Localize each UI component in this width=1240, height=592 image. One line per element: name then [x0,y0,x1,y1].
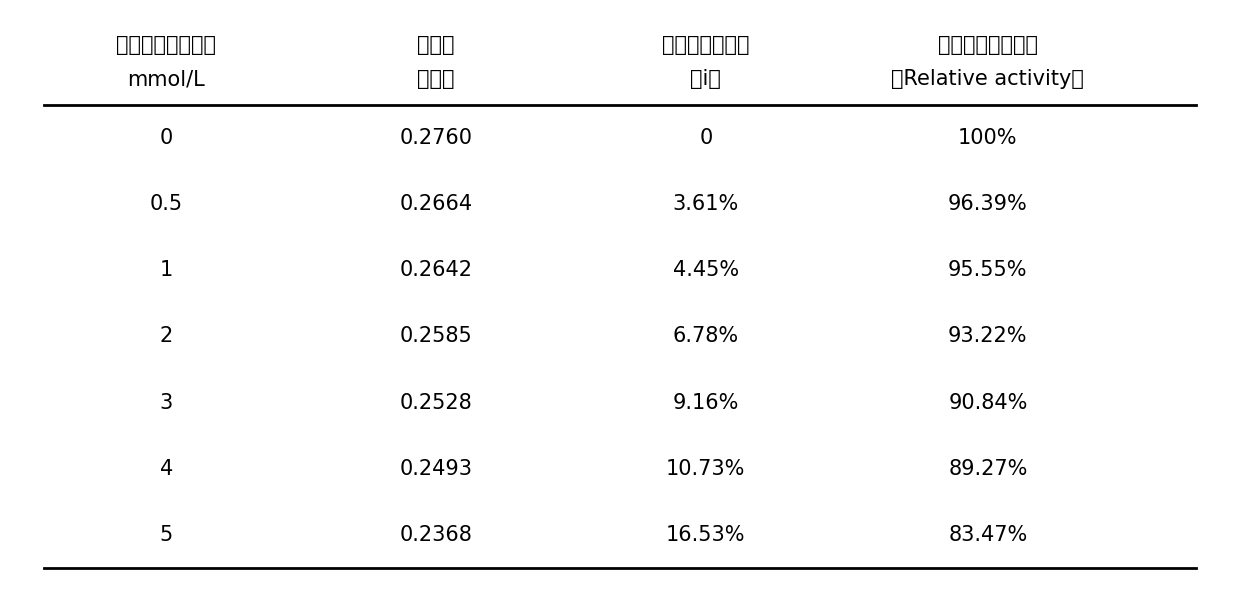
Text: 平均值: 平均值 [418,69,455,89]
Text: 胰蛋白酶抑制率: 胰蛋白酶抑制率 [662,34,749,54]
Text: 4.45%: 4.45% [673,260,739,281]
Text: 4: 4 [160,459,172,478]
Text: 16.53%: 16.53% [666,525,745,545]
Text: 0.2368: 0.2368 [399,525,472,545]
Text: mmol/L: mmol/L [128,69,205,89]
Text: 93.22%: 93.22% [949,326,1028,346]
Text: 0.2642: 0.2642 [399,260,472,281]
Text: 96.39%: 96.39% [947,194,1028,214]
Text: 2: 2 [160,326,172,346]
Text: 100%: 100% [959,128,1018,148]
Text: （Relative activity）: （Relative activity） [892,69,1084,89]
Text: 0.2528: 0.2528 [399,392,472,413]
Text: 83.47%: 83.47% [949,525,1028,545]
Text: 银纳米粒子的浓度: 银纳米粒子的浓度 [117,34,216,54]
Text: 1: 1 [160,260,172,281]
Text: 0: 0 [160,128,172,148]
Text: 吸光度: 吸光度 [418,34,455,54]
Text: 0.2585: 0.2585 [399,326,472,346]
Text: 胰蛋白酶相对活性: 胰蛋白酶相对活性 [937,34,1038,54]
Text: （i）: （i） [691,69,722,89]
Text: 89.27%: 89.27% [949,459,1028,478]
Text: 0.2493: 0.2493 [399,459,472,478]
Text: 10.73%: 10.73% [666,459,745,478]
Text: 5: 5 [160,525,172,545]
Text: 9.16%: 9.16% [672,392,739,413]
Text: 90.84%: 90.84% [949,392,1028,413]
Text: 0.2760: 0.2760 [399,128,472,148]
Text: 95.55%: 95.55% [949,260,1028,281]
Text: 3: 3 [160,392,172,413]
Text: 0.5: 0.5 [150,194,184,214]
Text: 0.2664: 0.2664 [399,194,472,214]
Text: 0: 0 [699,128,713,148]
Text: 6.78%: 6.78% [673,326,739,346]
Text: 3.61%: 3.61% [673,194,739,214]
